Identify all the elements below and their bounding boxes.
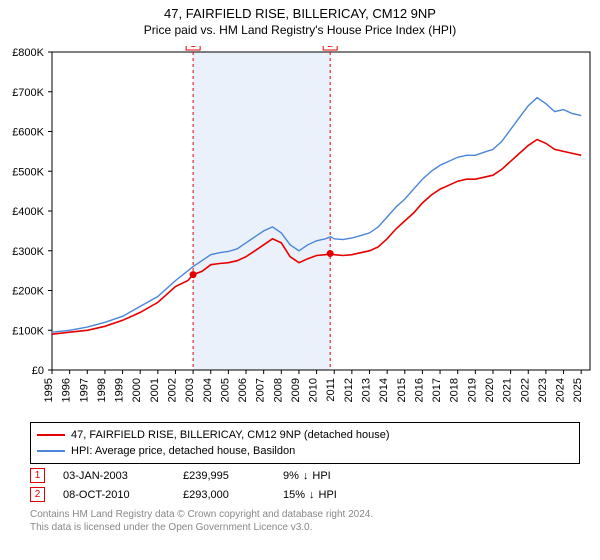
y-tick-label: £200K — [12, 286, 44, 298]
page-title: 47, FAIRFIELD RISE, BILLERICAY, CM12 9NP — [0, 0, 600, 21]
marker-label: 1 — [190, 46, 196, 50]
x-tick-label: 2009 — [290, 378, 302, 402]
footer-line-2: This data is licensed under the Open Gov… — [30, 521, 600, 534]
sales-table: 103-JAN-2003£239,9959%↓HPI208-OCT-2010£2… — [0, 468, 600, 502]
y-tick-label: £700K — [12, 87, 44, 99]
x-tick-label: 2022 — [519, 378, 531, 402]
sale-hpi-label: HPI — [319, 489, 337, 501]
y-tick-label: £800K — [12, 47, 44, 59]
x-tick-label: 2002 — [166, 378, 178, 402]
sale-price: £239,995 — [183, 470, 283, 482]
sale-row: 2 08-OCT-2010£293,00015% ↓ HPI — [30, 487, 600, 502]
x-tick-label: 2005 — [219, 378, 231, 402]
legend-label: HPI: Average price, detached house, Basi… — [71, 443, 295, 459]
y-tick-label: £300K — [12, 246, 44, 258]
x-tick-label: 2003 — [184, 378, 196, 402]
chart-svg: £0 £100K £200K £300K £400K £500K £600K £700K £80… — [0, 46, 600, 416]
x-tick-label: 1995 — [43, 378, 55, 402]
y-tick-label: £600K — [12, 127, 44, 139]
sale-hpi-pct: 9% — [283, 470, 299, 482]
footer-line-1: Contains HM Land Registry data © Crown c… — [30, 508, 600, 521]
legend-swatch — [37, 434, 65, 436]
x-tick-label: 2025 — [572, 378, 584, 402]
x-tick-label: 2021 — [502, 378, 514, 402]
sale-date: 03-JAN-2003 — [63, 470, 183, 482]
y-tick-label: £500K — [12, 166, 44, 178]
x-tick-label: 2008 — [272, 378, 284, 402]
x-tick-label: 2020 — [484, 378, 496, 402]
y-tick-label: £400K — [12, 206, 44, 218]
x-tick-label: 2011 — [325, 378, 337, 402]
footer: Contains HM Land Registry data © Crown c… — [30, 508, 600, 534]
sale-date: 08-OCT-2010 — [63, 489, 183, 501]
x-tick-label: 2024 — [555, 378, 567, 402]
x-tick-label: 2004 — [202, 378, 214, 402]
sale-price: £293,000 — [183, 489, 283, 501]
x-tick-label: 2017 — [431, 378, 443, 402]
sale-hpi: 15% ↓ HPI — [283, 489, 337, 501]
x-tick-label: 2014 — [378, 378, 390, 402]
sale-row: 1 03-JAN-2003£239,9959% ↓HPI — [30, 468, 600, 483]
sale-marker: 1 — [30, 468, 45, 483]
legend-row: 47, FAIRFIELD RISE, BILLERICAY, CM12 9NP… — [37, 427, 573, 443]
chart: £0 £100K £200K £300K £400K £500K £600K £700K £80… — [0, 46, 600, 416]
marker-dot — [327, 250, 334, 257]
x-tick-label: 2015 — [396, 378, 408, 402]
x-tick-label: 2023 — [537, 378, 549, 402]
x-tick-label: 1999 — [114, 378, 126, 402]
legend-label: 47, FAIRFIELD RISE, BILLERICAY, CM12 9NP… — [71, 427, 390, 443]
legend-swatch — [37, 450, 65, 452]
x-tick-label: 1998 — [96, 378, 108, 402]
legend-row: HPI: Average price, detached house, Basi… — [37, 443, 573, 459]
x-tick-label: 2000 — [131, 378, 143, 402]
marker-dot — [190, 271, 197, 278]
x-tick-label: 2006 — [237, 378, 249, 402]
x-tick-label: 2019 — [466, 378, 478, 402]
sale-marker: 2 — [30, 487, 45, 502]
x-tick-label: 2018 — [449, 378, 461, 402]
y-tick-label: £100K — [12, 325, 44, 337]
x-tick-label: 1997 — [78, 378, 90, 402]
arrow-down-icon: ↓ — [303, 470, 309, 482]
x-tick-label: 2013 — [361, 378, 373, 402]
sale-hpi-pct: 15% — [283, 489, 305, 501]
x-tick-label: 2007 — [255, 378, 267, 402]
page-subtitle: Price paid vs. HM Land Registry's House … — [0, 21, 600, 41]
sale-hpi: 9% ↓HPI — [283, 470, 331, 482]
arrow-down-icon: ↓ — [309, 489, 315, 501]
page: 47, FAIRFIELD RISE, BILLERICAY, CM12 9NP… — [0, 0, 600, 560]
x-tick-label: 1996 — [61, 378, 73, 402]
y-tick-label: £0 — [32, 365, 44, 377]
sale-hpi-label: HPI — [312, 470, 330, 482]
legend: 47, FAIRFIELD RISE, BILLERICAY, CM12 9NP… — [30, 422, 580, 464]
marker-label: 2 — [327, 46, 333, 50]
x-tick-label: 2016 — [413, 378, 425, 402]
x-tick-label: 2010 — [308, 378, 320, 402]
x-tick-label: 2001 — [149, 378, 161, 402]
x-tick-label: 2012 — [343, 378, 355, 402]
chart-band — [193, 52, 331, 370]
